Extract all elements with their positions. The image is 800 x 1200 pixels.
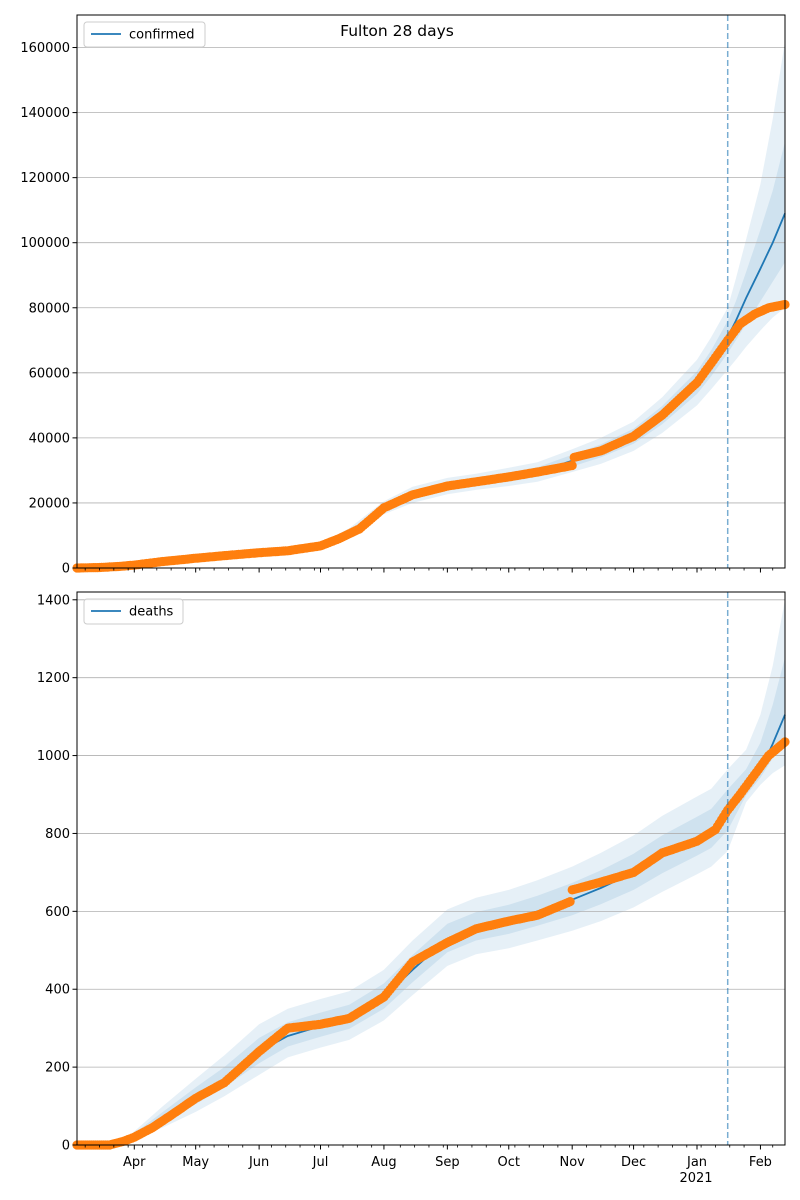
legend-label-deaths: deaths: [129, 605, 174, 620]
y-tick-label: 60000: [29, 366, 70, 381]
x-tick-label: Nov: [560, 1155, 586, 1170]
confirmed-panel: 0 20000 40000 60000 80000 100000 120000 140000 1…: [20, 14, 790, 577]
y-tick-label: 600: [45, 905, 70, 920]
x-tick-label: Jun: [248, 1155, 269, 1170]
band-0: [77, 599, 785, 1145]
deaths-x-ticks: Apr May Jun Jul Aug Sep Oct Nov Dec Jan Feb: [84, 1145, 774, 1170]
x-tick-label: Sep: [435, 1155, 460, 1170]
y-tick-label: 40000: [29, 431, 70, 446]
deaths-panel: 0 200 400 600 800 1000 1200 1400 Apr May Jun Jul Au…: [37, 591, 790, 1186]
deaths-axes: [76, 591, 786, 1146]
y-tick-label: 0: [62, 562, 70, 577]
y-tick-label: 1200: [37, 671, 70, 686]
confirmed-uncertainty-bands: [77, 41, 785, 568]
x-tick-label: Dec: [621, 1155, 646, 1170]
y-tick-label: 1400: [37, 593, 70, 608]
deaths-gridlines: [77, 599, 785, 1146]
deaths-observed-points: [72, 737, 790, 1150]
y-tick-label: 0: [62, 1139, 70, 1154]
year-label: 2021: [679, 1171, 712, 1186]
observed-point: [565, 897, 575, 907]
legend-label-confirmed: confirmed: [129, 28, 195, 43]
deaths-y-ticks: 0 200 400 600 800 1000 1200 1400: [37, 593, 77, 1154]
confirmed-axes: [76, 14, 786, 569]
y-tick-label: 100000: [20, 236, 70, 251]
confirmed-y-ticks: 0 20000 40000 60000 80000 100000 120000 140000 1…: [20, 41, 77, 577]
x-tick-label: Aug: [371, 1155, 396, 1170]
y-tick-label: 120000: [20, 171, 70, 186]
y-tick-label: 80000: [29, 301, 70, 316]
x-tick-label: Feb: [749, 1155, 772, 1170]
y-tick-label: 400: [45, 983, 70, 998]
y-tick-label: 800: [45, 827, 70, 842]
x-tick-label: Jan: [686, 1155, 707, 1170]
axes-frame: [76, 14, 786, 569]
y-tick-label: 200: [45, 1061, 70, 1076]
y-tick-label: 1000: [37, 749, 70, 764]
y-tick-label: 20000: [29, 496, 70, 511]
x-tick-label: Oct: [498, 1155, 520, 1170]
y-tick-label: 160000: [20, 41, 70, 56]
deaths-uncertainty-bands: [77, 599, 785, 1145]
x-tick-label: Jul: [312, 1155, 329, 1170]
x-tick-label: May: [182, 1155, 209, 1170]
observed-point: [567, 460, 577, 471]
band-0: [77, 41, 785, 568]
confirmed-x-ticks: [84, 568, 774, 573]
confirmed-legend: confirmed: [83, 21, 206, 48]
axes-frame: [76, 591, 786, 1146]
chart-title: Fulton 28 days: [340, 22, 454, 40]
y-tick-label: 140000: [20, 106, 70, 121]
deaths-legend: deaths: [83, 598, 184, 625]
x-tick-label: Apr: [123, 1155, 146, 1170]
